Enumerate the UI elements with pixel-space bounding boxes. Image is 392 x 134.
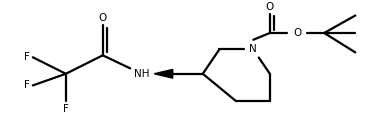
Text: N: N: [249, 44, 257, 55]
Text: F: F: [24, 52, 30, 62]
Polygon shape: [154, 69, 173, 78]
Text: F: F: [63, 104, 69, 114]
Text: O: O: [266, 2, 274, 12]
Text: NH: NH: [134, 69, 149, 79]
Text: O: O: [99, 13, 107, 23]
Text: O: O: [293, 28, 301, 38]
Text: F: F: [24, 80, 30, 90]
